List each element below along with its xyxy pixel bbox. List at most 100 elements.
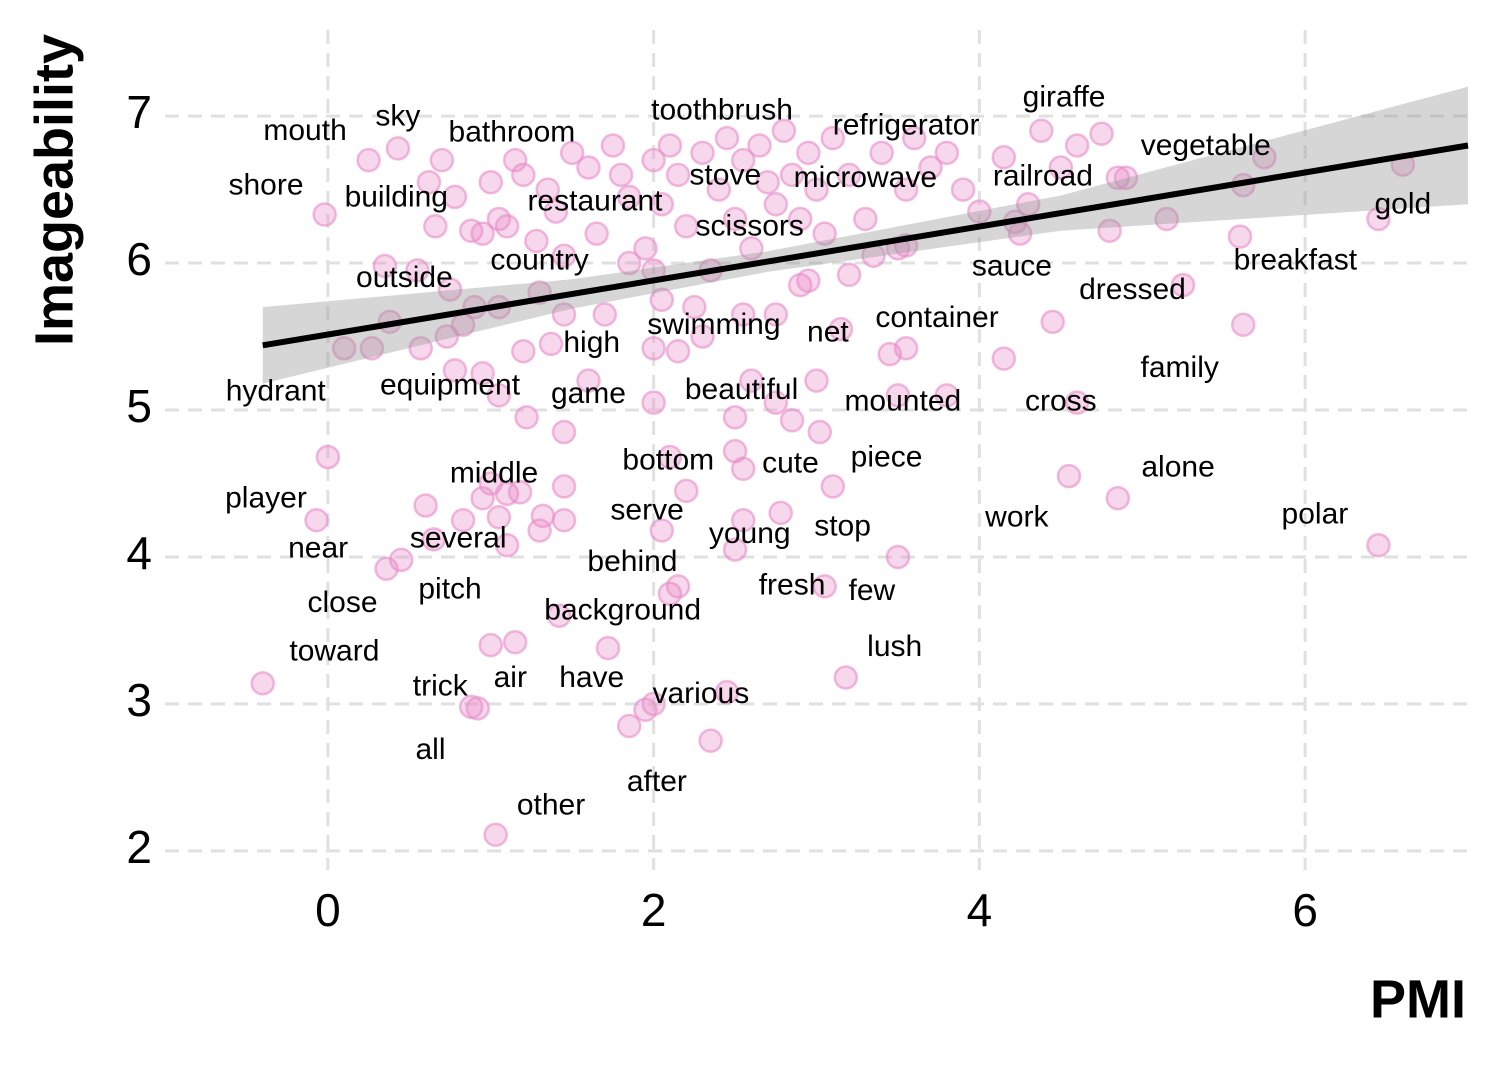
point <box>649 518 675 543</box>
point <box>511 162 536 188</box>
word-label: outside <box>356 261 453 294</box>
point <box>739 236 764 261</box>
word-label: background <box>544 593 701 626</box>
word-label: breakfast <box>1234 244 1358 277</box>
point <box>538 331 564 357</box>
point <box>576 368 601 393</box>
word-label: game <box>551 377 626 410</box>
point <box>665 338 691 364</box>
point <box>853 206 878 232</box>
point <box>450 507 476 533</box>
word-label: vegetable <box>1141 129 1271 162</box>
word-label: other <box>517 789 585 822</box>
point <box>820 125 846 151</box>
y-axis-title: Imageability <box>24 34 84 346</box>
word-label: dressed <box>1079 273 1186 306</box>
y-tick-label: 2 <box>126 821 152 873</box>
point <box>665 574 691 599</box>
point <box>595 635 621 661</box>
point <box>470 361 495 386</box>
point <box>600 133 626 158</box>
word-label: stop <box>814 510 871 543</box>
point <box>885 544 911 570</box>
point <box>551 474 577 499</box>
point <box>779 408 805 433</box>
word-label: shore <box>228 169 303 202</box>
word-label: net <box>807 316 849 349</box>
point <box>812 574 837 599</box>
point <box>690 140 715 166</box>
point <box>1170 272 1196 298</box>
point <box>315 444 341 470</box>
point <box>991 346 1017 371</box>
word-label: alone <box>1141 451 1214 484</box>
point <box>372 253 398 279</box>
word-label: have <box>559 661 624 694</box>
point <box>1105 165 1131 191</box>
point <box>535 177 561 202</box>
point <box>804 368 829 393</box>
point <box>416 169 442 195</box>
word-label: stove <box>689 158 761 191</box>
point <box>483 822 508 847</box>
point <box>312 202 337 227</box>
point <box>682 294 707 320</box>
point <box>641 336 666 361</box>
point <box>763 390 789 415</box>
word-label: close <box>308 586 378 619</box>
point <box>918 155 943 180</box>
point <box>437 277 463 302</box>
point <box>421 527 446 552</box>
word-label: toward <box>289 634 379 667</box>
word-label: giraffe <box>1023 80 1106 113</box>
point <box>755 169 780 195</box>
word-label: piece <box>851 440 923 473</box>
point <box>1227 224 1253 249</box>
point <box>1252 144 1277 170</box>
point <box>714 125 740 151</box>
word-label: building <box>345 180 448 213</box>
point <box>478 169 503 195</box>
point <box>616 713 642 739</box>
point <box>641 390 666 415</box>
point <box>551 507 577 533</box>
point <box>665 162 691 188</box>
point <box>543 199 569 224</box>
y-tick-label: 3 <box>126 674 152 726</box>
point <box>331 336 357 361</box>
point <box>434 324 460 349</box>
x-tick-label: 4 <box>967 884 993 936</box>
point <box>551 302 577 327</box>
word-label: after <box>627 765 687 798</box>
y-tick-label: 5 <box>126 380 152 432</box>
point <box>820 474 846 499</box>
point <box>779 162 805 188</box>
word-label: family <box>1141 351 1219 384</box>
point <box>828 316 854 342</box>
word-label: restaurant <box>527 185 663 218</box>
word-label: work <box>984 501 1049 534</box>
word-label: refrigerator <box>833 108 980 141</box>
point <box>722 537 748 562</box>
word-label: country <box>490 244 588 277</box>
word-label: young <box>709 517 791 550</box>
word-label: lush <box>867 630 922 663</box>
word-label: few <box>849 574 896 607</box>
point <box>967 199 992 224</box>
point <box>714 679 740 705</box>
point <box>408 336 433 361</box>
point <box>465 696 490 721</box>
point <box>527 518 552 543</box>
word-label: player <box>225 482 307 515</box>
point <box>730 302 756 327</box>
point <box>502 629 528 655</box>
point <box>442 184 468 210</box>
point <box>359 336 385 361</box>
point <box>502 147 528 173</box>
point <box>739 368 764 393</box>
word-label: mounted <box>844 385 961 418</box>
point <box>374 556 399 581</box>
point <box>608 162 634 188</box>
confidence-band <box>262 86 1469 384</box>
